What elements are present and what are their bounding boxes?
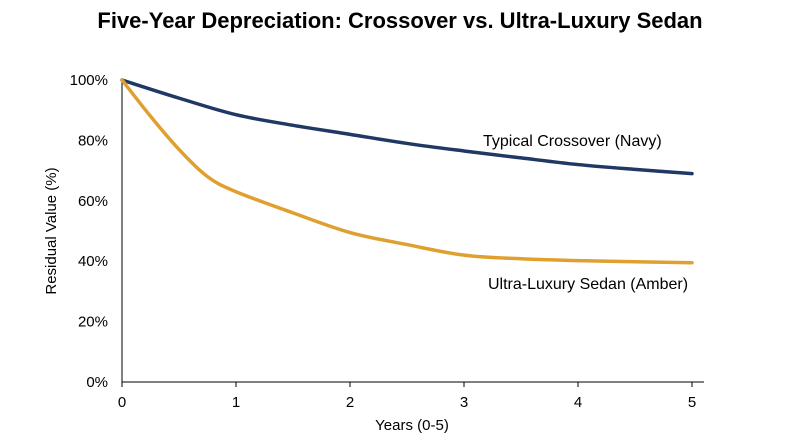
series-layer [120,78,694,265]
y-tick-label: 40% [78,253,108,270]
chart-title: Five-Year Depreciation: Crossover vs. Ul… [97,8,703,33]
x-tick-label: 4 [574,394,582,411]
label-layer: Typical Crossover (Navy) Ultra-Luxury Sed… [483,133,688,293]
x-tick-label: 1 [232,394,240,411]
y-axis-title: Residual Value (%) [43,167,60,294]
x-tick-label: 3 [460,394,468,411]
y-tick-label: 20% [78,314,108,331]
x-tick-label: 2 [346,394,354,411]
y-tick-label: 60% [78,193,108,210]
x-tick-label: 5 [688,394,696,411]
crossover-series-label: Typical Crossover (Navy) [483,133,662,150]
crossover-series-line [120,78,694,176]
y-tick-label: 0% [86,374,108,391]
y-tick-label: 100% [70,72,108,89]
y-tick-label: 80% [78,132,108,149]
sedan-series-label: Ultra-Luxury Sedan (Amber) [488,276,688,293]
x-axis-title: Years (0-5) [375,417,449,434]
sedan-series-line [120,78,694,265]
chart-axes: 0% 20% 40% 60% 80% 100% 0 1 2 3 4 5 Years (0-5) Resid… [43,72,704,434]
x-tick-label: 0 [118,394,126,411]
